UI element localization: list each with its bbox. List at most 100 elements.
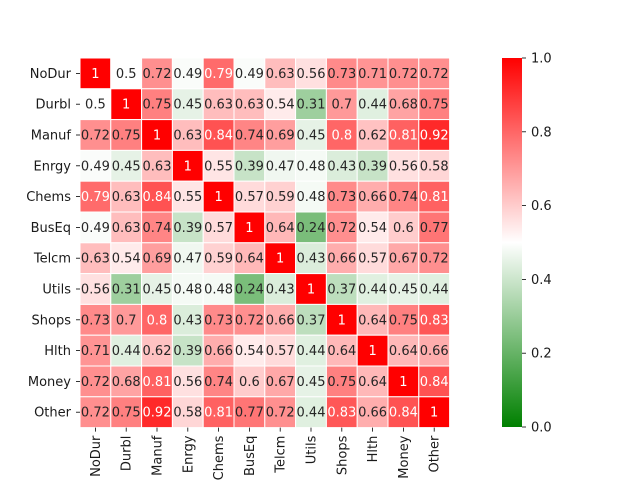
heatmap-cell-shops-durbl [110, 303, 143, 336]
cell-value-shops-utils: 0.37 [297, 313, 326, 328]
cell-value-money-chems: 0.74 [204, 375, 233, 390]
cell-value-hlth-other: 0.66 [420, 344, 449, 359]
cell-value-enrgy-buseq: 0.39 [235, 159, 264, 174]
x-tick-label-telcm: Telcm [274, 436, 289, 474]
cell-value-buseq-chems: 0.57 [204, 221, 233, 236]
cell-value-durbl-other: 0.75 [420, 98, 449, 113]
cell-value-enrgy-hlth: 0.39 [358, 159, 387, 174]
cell-value-chems-hlth: 0.66 [358, 190, 387, 205]
heatmap-cell-other-buseq [233, 396, 266, 429]
cell-value-utils-nodur: 0.56 [81, 283, 110, 298]
cell-value-enrgy-chems: 0.55 [204, 159, 233, 174]
cell-value-money-other: 0.84 [420, 375, 449, 390]
cell-value-nodur-nodur: 1 [91, 67, 99, 82]
cell-value-buseq-money: 0.6 [393, 221, 414, 236]
heatmap-cell-telcm-durbl [110, 242, 143, 275]
cell-value-buseq-enrgy: 0.39 [173, 221, 202, 236]
heatmap-cells [79, 57, 451, 429]
cell-value-telcm-shops: 0.66 [327, 252, 356, 267]
x-tick-label-shops: Shops [335, 435, 350, 475]
cell-value-other-other: 1 [430, 406, 438, 421]
x-tick-label-utils: Utils [305, 435, 320, 464]
heatmap-cell-enrgy-other [418, 149, 451, 182]
cell-value-manuf-chems: 0.84 [204, 129, 233, 144]
cell-value-other-manuf: 0.92 [143, 406, 172, 421]
heatmap-cell-utils-telcm [264, 273, 297, 305]
heatmap-cell-money-other [418, 365, 451, 398]
cell-value-other-hlth: 0.66 [358, 406, 387, 421]
cell-value-nodur-other: 0.72 [420, 67, 449, 82]
heatmap-cell-chems-money [387, 180, 420, 213]
cell-value-nodur-enrgy: 0.49 [173, 67, 202, 82]
heatmap-cell-shops-utils [295, 303, 327, 336]
cell-value-utils-utils: 1 [307, 283, 315, 298]
cell-value-manuf-utils: 0.45 [297, 129, 326, 144]
heatmap-cell-buseq-utils [295, 211, 327, 244]
y-tick-label-money: Money [28, 375, 71, 390]
cell-value-hlth-enrgy: 0.39 [173, 344, 202, 359]
heatmap-cell-other-chems [202, 396, 235, 429]
y-tick-label-chems: Chems [26, 190, 71, 205]
y-tick-label-other: Other [34, 406, 72, 421]
cell-value-chems-shops: 0.73 [327, 190, 356, 205]
cell-value-money-manuf: 0.81 [143, 375, 172, 390]
cell-value-chems-manuf: 0.84 [143, 190, 172, 205]
cell-value-shops-chems: 0.73 [204, 313, 233, 328]
colorbar-tick-label-4: 0.8 [531, 125, 552, 140]
cell-value-telcm-manuf: 0.69 [143, 252, 172, 267]
cell-value-manuf-money: 0.81 [389, 129, 418, 144]
heatmap-cell-chems-chems [202, 180, 235, 213]
heatmap-cell-money-nodur [79, 365, 112, 398]
cell-value-telcm-hlth: 0.57 [358, 252, 387, 267]
cell-value-enrgy-enrgy: 1 [184, 159, 192, 174]
heatmap-cell-chems-telcm [264, 180, 297, 213]
cell-value-hlth-nodur: 0.71 [81, 344, 110, 359]
cell-value-buseq-durbl: 0.63 [112, 221, 141, 236]
cell-value-chems-utils: 0.48 [297, 190, 326, 205]
heatmap-cell-utils-money [387, 273, 420, 305]
cell-value-buseq-manuf: 0.74 [143, 221, 172, 236]
y-tick-labels: NoDur Durbl Manuf Enrgy Chems BusEq Telcm Utils… [26, 67, 80, 421]
cell-value-other-chems: 0.81 [204, 406, 233, 421]
cell-value-utils-other: 0.44 [420, 283, 449, 298]
cell-value-hlth-money: 0.64 [389, 344, 418, 359]
cell-value-chems-durbl: 0.63 [112, 190, 141, 205]
cell-value-manuf-durbl: 0.75 [112, 129, 141, 144]
heatmap-cell-telcm-shops [325, 242, 358, 275]
y-tick-label-telcm: Telcm [33, 252, 71, 267]
cell-value-other-nodur: 0.72 [81, 406, 110, 421]
cell-value-chems-money: 0.74 [389, 190, 418, 205]
cell-value-durbl-manuf: 0.75 [143, 98, 172, 113]
cell-value-hlth-shops: 0.64 [327, 344, 356, 359]
cell-value-telcm-telcm: 1 [276, 252, 284, 267]
cell-value-telcm-nodur: 0.63 [81, 252, 110, 267]
heatmap-cell-nodur-durbl [110, 57, 143, 90]
cell-value-chems-chems: 1 [214, 190, 222, 205]
heatmap-cell-chems-utils [295, 180, 327, 213]
y-tick-label-nodur: NoDur [30, 67, 72, 82]
cell-value-chems-other: 0.81 [420, 190, 449, 205]
x-tick-label-enrgy: Enrgy [181, 435, 196, 473]
y-tick-label-shops: Shops [32, 313, 72, 328]
cell-value-nodur-telcm: 0.63 [266, 67, 295, 82]
heatmap-cell-enrgy-hlth [356, 149, 389, 182]
cell-value-telcm-other: 0.72 [420, 252, 449, 267]
heatmap-cell-chems-manuf [141, 180, 173, 213]
heatmap-cell-buseq-nodur [79, 211, 112, 244]
cell-value-manuf-enrgy: 0.63 [173, 129, 202, 144]
heatmap-cell-telcm-manuf [141, 242, 173, 275]
y-tick-label-enrgy: Enrgy [33, 159, 71, 174]
cell-value-other-enrgy: 0.58 [173, 406, 202, 421]
cell-value-nodur-shops: 0.73 [327, 67, 356, 82]
cell-value-shops-shops: 1 [338, 313, 346, 328]
heatmap-cell-other-money [387, 396, 420, 429]
heatmap-cell-hlth-other [418, 334, 451, 367]
heatmap-cell-durbl-other [418, 88, 451, 121]
heatmap-cell-enrgy-money [387, 149, 420, 182]
heatmap-cell-telcm-nodur [79, 242, 112, 275]
cell-value-buseq-hlth: 0.54 [358, 221, 387, 236]
cell-value-nodur-chems: 0.79 [204, 67, 233, 82]
cell-value-telcm-money: 0.67 [389, 252, 418, 267]
cell-value-nodur-manuf: 0.72 [143, 67, 172, 82]
cell-value-buseq-telcm: 0.64 [266, 221, 295, 236]
